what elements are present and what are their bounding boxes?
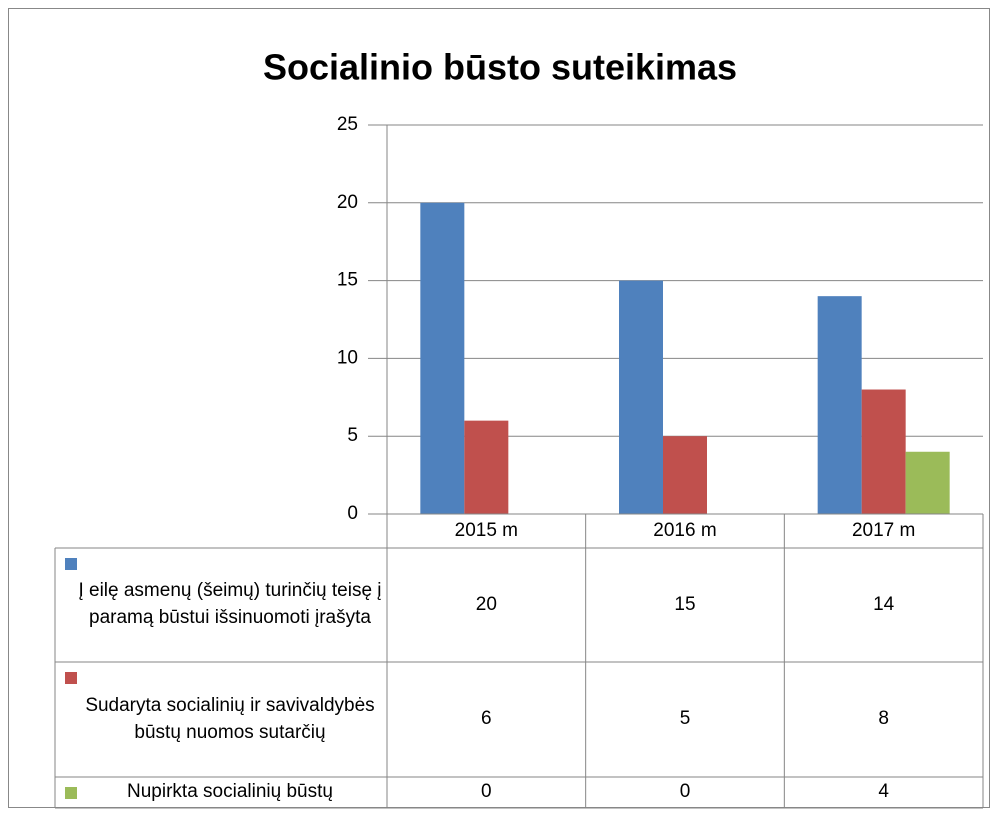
x-tick-label: 2016 m <box>653 519 717 541</box>
table-value: 5 <box>679 708 691 730</box>
legend-swatch <box>65 786 77 799</box>
table-value: 6 <box>481 708 492 730</box>
table-value: 20 <box>475 593 497 615</box>
legend-entry: Į eilę asmenų (šeimų) turinčių teisę į p… <box>55 548 387 662</box>
y-tick-label: 10 <box>337 347 358 368</box>
bar <box>817 296 862 514</box>
legend-label: Į eilę asmenų (šeimų) turinčių teisę į p… <box>78 580 382 628</box>
bar <box>420 202 465 515</box>
table-value: 4 <box>878 781 889 803</box>
table-value: 0 <box>679 781 691 803</box>
legend-swatch <box>65 672 77 684</box>
bar <box>663 436 707 514</box>
y-tick-label: 25 <box>337 114 358 135</box>
legend-swatch <box>65 558 77 570</box>
legend-label: Sudaryta socialinių ir savivaldybės būst… <box>85 694 375 743</box>
bar <box>619 280 663 514</box>
legend-label: Nupirkta socialinių būstų <box>127 781 333 803</box>
bar <box>861 389 906 514</box>
y-tick-label: 15 <box>337 270 358 291</box>
chart-title: Socialinio būsto suteikimas <box>263 47 737 88</box>
table-value: 0 <box>481 781 492 803</box>
x-tick-label: 2017 m <box>851 519 916 541</box>
legend-entry: Sudaryta socialinių ir savivaldybės būst… <box>55 662 387 777</box>
legend-entry: Nupirkta socialinių būstų <box>55 777 387 808</box>
y-tick-label: 0 <box>347 503 358 524</box>
y-tick-label: 20 <box>337 192 358 213</box>
table-value: 8 <box>878 708 889 730</box>
bar <box>464 420 509 514</box>
x-tick-label: 2015 m <box>454 519 519 541</box>
table-value: 14 <box>873 593 895 615</box>
y-tick-label: 5 <box>347 425 358 446</box>
bar <box>905 451 950 514</box>
table-value: 15 <box>674 593 696 615</box>
